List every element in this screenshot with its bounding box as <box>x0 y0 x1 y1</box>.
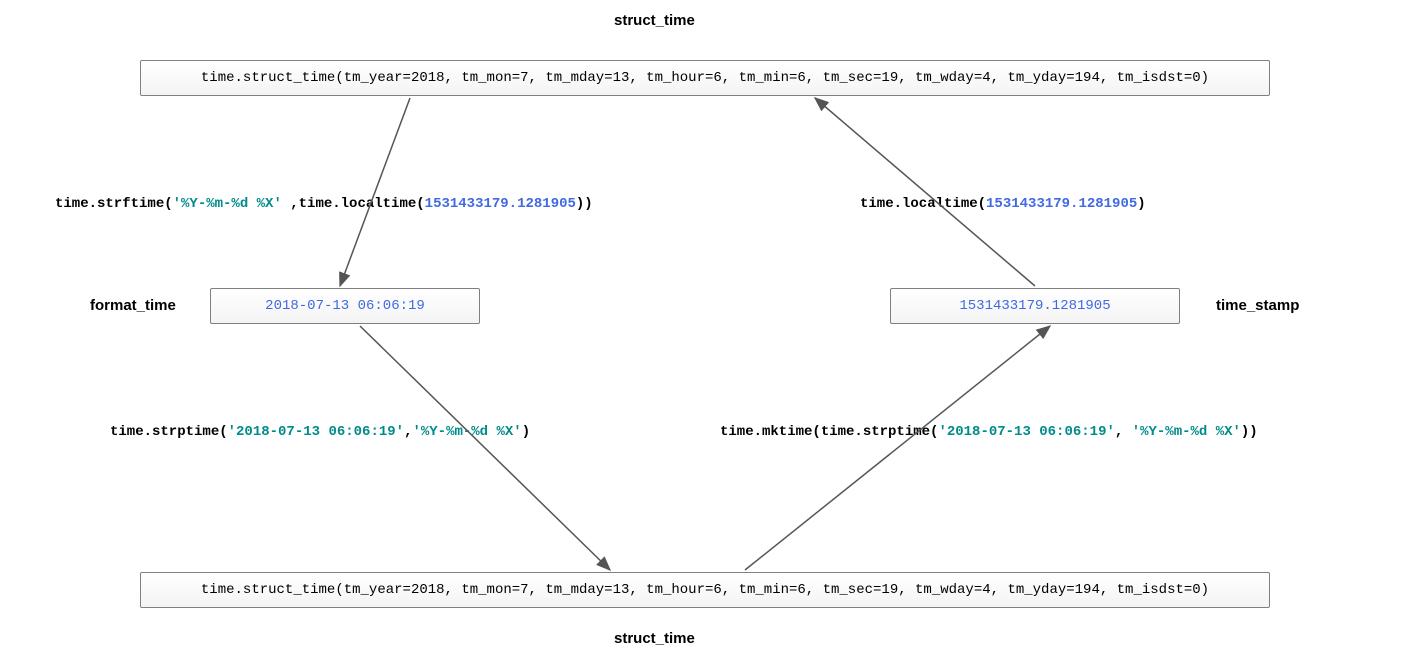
arrow-lines <box>340 98 1050 570</box>
arrows-layer <box>0 0 1414 660</box>
struct-time-box-bottom: time.struct_time(tm_year=2018, tm_mon=7,… <box>140 572 1270 608</box>
time-stamp-label: time_stamp <box>1216 297 1299 314</box>
arrow <box>360 326 610 570</box>
struct-time-label-top: struct_time <box>614 12 695 29</box>
format-time-box: 2018-07-13 06:06:19 <box>210 288 480 324</box>
strftime-code: time.strftime('%Y-%m-%d %X' ,time.localt… <box>55 196 593 212</box>
struct-time-label-bottom: struct_time <box>614 630 695 647</box>
format-time-label: format_time <box>90 297 176 314</box>
struct-time-top-text: time.struct_time(tm_year=2018, tm_mon=7,… <box>201 70 1209 86</box>
arrow <box>340 98 410 286</box>
struct-time-box-top: time.struct_time(tm_year=2018, tm_mon=7,… <box>140 60 1270 96</box>
arrow <box>745 326 1050 570</box>
localtime-code: time.localtime(1531433179.1281905) <box>860 196 1146 212</box>
arrow <box>815 98 1035 286</box>
time-stamp-box: 1531433179.1281905 <box>890 288 1180 324</box>
mktime-code: time.mktime(time.strptime('2018-07-13 06… <box>720 424 1258 440</box>
time-stamp-value: 1531433179.1281905 <box>959 298 1110 314</box>
struct-time-bottom-text: time.struct_time(tm_year=2018, tm_mon=7,… <box>201 582 1209 598</box>
strptime-code: time.strptime('2018-07-13 06:06:19','%Y-… <box>110 424 530 440</box>
format-time-value: 2018-07-13 06:06:19 <box>265 298 425 314</box>
